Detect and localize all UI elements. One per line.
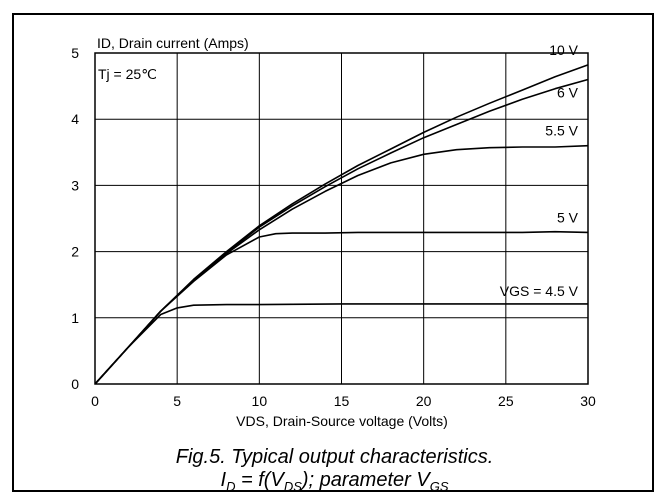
- x-tick-label: 15: [334, 393, 350, 409]
- figure-caption-line2: ID = f(VDS); parameter VGS: [0, 469, 669, 494]
- caption-text: Fig.5. Typical output characteristics.: [176, 446, 494, 468]
- series-label-2: 5.5 V: [545, 123, 578, 139]
- x-tick-label: 5: [173, 393, 181, 409]
- caption-vgs-sub: GS: [430, 479, 449, 494]
- caption-vds-sub: DS: [284, 479, 302, 494]
- y-tick-label: 1: [71, 310, 79, 326]
- caption-param: ); parameter V: [302, 469, 430, 491]
- x-tick-label: 20: [416, 393, 432, 409]
- y-tick-label: 3: [71, 177, 79, 193]
- x-tick-label: 30: [580, 393, 596, 409]
- y-tick-label: 5: [71, 45, 79, 61]
- series-label-0: 10 V: [549, 42, 578, 58]
- caption-func: = f(V: [235, 469, 283, 491]
- x-tick-label: 10: [252, 393, 268, 409]
- x-tick-label: 25: [498, 393, 514, 409]
- x-axis-label: VDS, Drain-Source voltage (Volts): [236, 413, 448, 429]
- series-label-3: 5 V: [557, 209, 579, 225]
- series-label-4: VGS = 4.5 V: [500, 283, 579, 299]
- x-tick-label: 0: [91, 393, 99, 409]
- y-axis-label: ID, Drain current (Amps): [97, 35, 249, 51]
- figure-caption-line1: Fig.5. Typical output characteristics.: [0, 446, 669, 469]
- y-tick-label: 0: [71, 376, 79, 392]
- series-label-1: 6 V: [557, 84, 579, 100]
- y-tick-label: 2: [71, 244, 79, 260]
- temperature-annotation: Tj = 25℃: [98, 66, 157, 82]
- axis-ticks: 0 5 10 15 20 25 30 0 1 2 3 4 5: [71, 45, 596, 409]
- y-tick-label: 4: [71, 111, 79, 127]
